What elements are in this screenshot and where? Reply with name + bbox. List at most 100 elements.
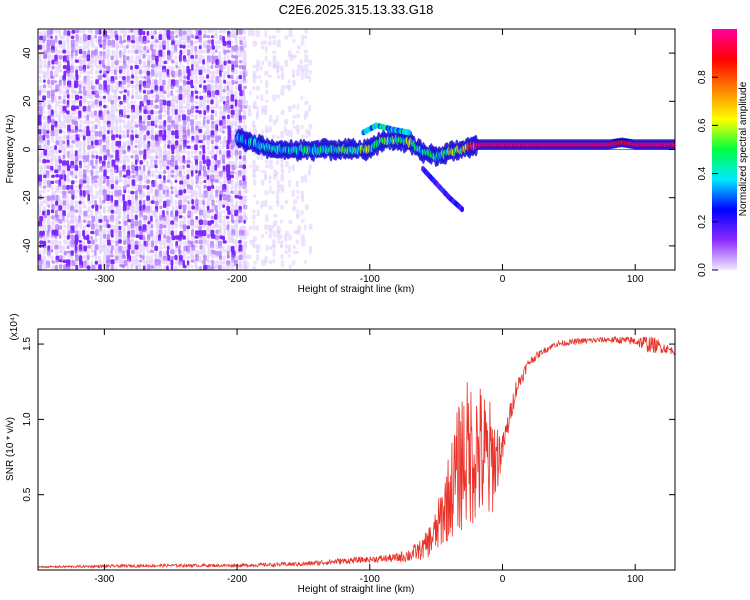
noise-cell	[102, 229, 107, 236]
noise-cell	[131, 255, 135, 262]
noise-cell	[142, 184, 147, 189]
noise-cell	[47, 110, 52, 116]
noise-cell	[207, 245, 211, 250]
noise-cell	[244, 204, 248, 210]
noise-cell	[123, 39, 127, 43]
noise-cell	[297, 64, 301, 70]
noise-cell	[151, 235, 155, 241]
noise-cell	[194, 144, 198, 151]
noise-cell	[190, 160, 194, 166]
noise-cell	[238, 164, 244, 169]
noise-cell	[190, 219, 195, 226]
noise-cell	[95, 69, 99, 75]
y-tick-label: 0.5	[22, 487, 33, 501]
noise-cell	[226, 49, 231, 53]
noise-cell	[175, 235, 179, 240]
noise-cell	[207, 209, 211, 214]
noise-cell	[126, 149, 131, 154]
noise-cell	[51, 174, 55, 178]
noise-cell	[107, 129, 110, 135]
noise-cell	[98, 169, 103, 173]
noise-cell	[182, 235, 186, 240]
noise-cell	[118, 215, 121, 220]
noise-cell	[99, 89, 103, 95]
noise-cell	[174, 129, 179, 137]
noise-cell	[268, 159, 273, 166]
noise-cell	[78, 200, 82, 205]
noise-cell	[203, 69, 208, 73]
noise-cell	[175, 60, 178, 66]
noise-cell	[63, 174, 67, 182]
noise-cell	[222, 65, 226, 70]
noise-cell	[142, 120, 146, 125]
noise-cell	[90, 145, 95, 149]
noise-cell	[110, 250, 113, 254]
noise-cell	[222, 210, 226, 214]
noise-cell	[154, 124, 158, 129]
noise-cell	[214, 64, 219, 69]
noise-cell	[170, 224, 174, 230]
noise-cell	[131, 34, 135, 41]
noise-cell	[54, 120, 58, 128]
noise-cell	[308, 249, 312, 255]
noise-cell	[308, 70, 312, 75]
noise-cell	[62, 229, 66, 236]
noise-cell	[142, 89, 146, 94]
noise-cell	[292, 114, 296, 119]
noise-cell	[210, 114, 214, 121]
noise-cell	[139, 169, 143, 176]
noise-cell	[171, 44, 175, 51]
noise-cell	[267, 74, 272, 78]
noise-cell	[134, 94, 140, 99]
noise-cell	[119, 54, 122, 60]
noise-cell	[227, 210, 232, 215]
noise-cell	[300, 234, 305, 240]
noise-cell	[43, 54, 48, 60]
noise-cell	[276, 115, 279, 123]
noise-cell	[163, 29, 167, 36]
noise-cell	[46, 139, 50, 146]
y-tick-label: 1.0	[22, 412, 33, 426]
noise-cell	[150, 215, 153, 223]
noise-cell	[62, 154, 66, 160]
noise-cell	[170, 84, 174, 90]
noise-cell	[182, 114, 187, 121]
noise-cell	[230, 264, 234, 270]
snr-panel: -300 -200 -100 0 100 0.51.01.5 (x10⁴) Height…	[5, 313, 676, 595]
noise-cell	[142, 164, 146, 172]
noise-cell	[297, 45, 301, 50]
noise-cell	[239, 40, 243, 46]
noise-cell	[43, 164, 47, 170]
noise-cell	[86, 84, 91, 90]
noise-cell	[58, 89, 63, 95]
noise-cell	[154, 130, 159, 135]
noise-cell	[284, 119, 289, 125]
noise-cell	[110, 29, 114, 35]
noise-cell	[51, 204, 55, 210]
noise-cell	[46, 195, 51, 201]
noise-cell	[66, 250, 71, 254]
noise-cell	[46, 124, 50, 132]
noise-cell	[276, 190, 279, 198]
noise-cell	[182, 260, 185, 267]
noise-cell	[62, 270, 66, 277]
noise-cell	[90, 209, 93, 218]
noise-cell	[162, 94, 166, 101]
noise-cell	[151, 64, 156, 69]
noise-cell	[211, 234, 216, 239]
noise-cell	[103, 104, 107, 109]
noise-cell	[170, 159, 175, 167]
noise-cell	[46, 174, 51, 179]
noise-cell	[210, 150, 215, 156]
noise-cell	[39, 216, 44, 222]
noise-cell	[127, 59, 131, 64]
noise-cell	[159, 245, 163, 250]
noise-cell	[210, 215, 214, 220]
noise-cell	[218, 205, 221, 210]
noise-cell	[210, 79, 215, 84]
noise-cell	[194, 85, 197, 92]
noise-cell	[119, 29, 124, 34]
noise-cell	[303, 114, 307, 120]
noise-cell	[146, 150, 152, 155]
